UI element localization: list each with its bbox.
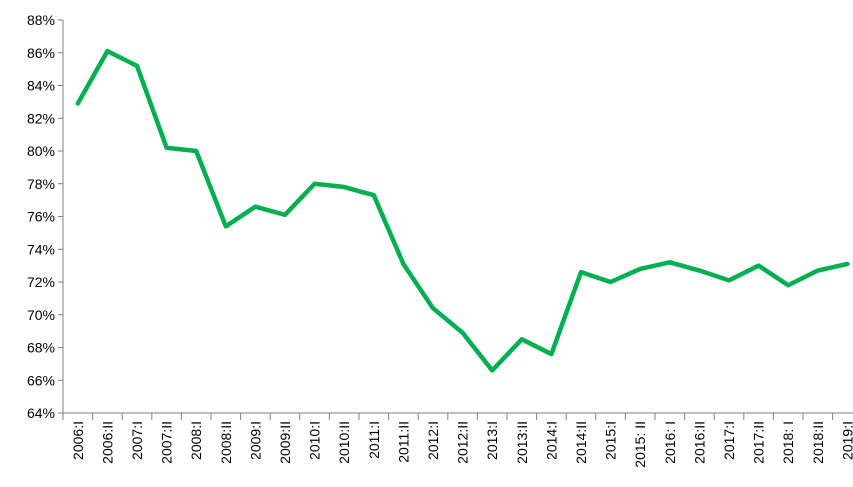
x-tick-label: 2018: I: [780, 421, 796, 464]
y-tick-label: 86%: [27, 45, 55, 61]
x-tick-label: 2007:II: [159, 421, 175, 464]
x-tick-label: 2006:I: [70, 421, 86, 460]
y-tick-label: 78%: [27, 176, 55, 192]
x-tick-label: 2008:I: [188, 421, 204, 460]
y-tick-label: 82%: [27, 110, 55, 126]
y-tick-label: 88%: [27, 12, 55, 28]
y-tick-label: 70%: [27, 307, 55, 323]
x-tick-label: 2008:II: [218, 421, 234, 464]
x-tick-label: 2012:I: [425, 421, 441, 460]
y-tick-label: 84%: [27, 78, 55, 94]
x-tick-label: 2017:I: [721, 421, 737, 460]
x-tick-label: 2013:II: [514, 421, 530, 464]
x-tick-label: 2006:II: [99, 421, 115, 464]
x-tick-label: 2009:I: [247, 421, 263, 460]
x-tick-label: 2010:I: [307, 421, 323, 460]
y-tick-label: 80%: [27, 143, 55, 159]
data-line: [75, 48, 850, 373]
x-tick-label: 2012:II: [455, 421, 471, 464]
x-tick-label: 2013:I: [484, 421, 500, 460]
x-tick-label: 2015:I: [603, 421, 619, 460]
x-tick-label: 2016: I: [662, 421, 678, 464]
x-tick-label: 2007:I: [129, 421, 145, 460]
x-tick-label: 2010:II: [336, 421, 352, 464]
x-tick-label: 2018:II: [810, 421, 826, 464]
x-tick-label: 2014:I: [543, 421, 559, 460]
x-tick-label: 2014:II: [573, 421, 589, 464]
x-tick-label: 2011:I: [366, 421, 382, 459]
y-tick-label: 66%: [27, 372, 55, 388]
x-tick-label: 2017:II: [751, 421, 767, 464]
y-tick-label: 74%: [27, 241, 55, 257]
x-tick-label: 2016:II: [691, 421, 707, 464]
x-tick-label: 2011:II: [395, 421, 411, 463]
x-tick-label: 2015: II: [632, 421, 648, 468]
y-tick-label: 68%: [27, 340, 55, 356]
x-tick-label: 2019:I: [839, 421, 853, 460]
x-tick-label: 2009:II: [277, 421, 293, 464]
y-tick-label: 72%: [27, 274, 55, 290]
y-tick-label: 64%: [27, 405, 55, 421]
y-tick-label: 76%: [27, 209, 55, 225]
